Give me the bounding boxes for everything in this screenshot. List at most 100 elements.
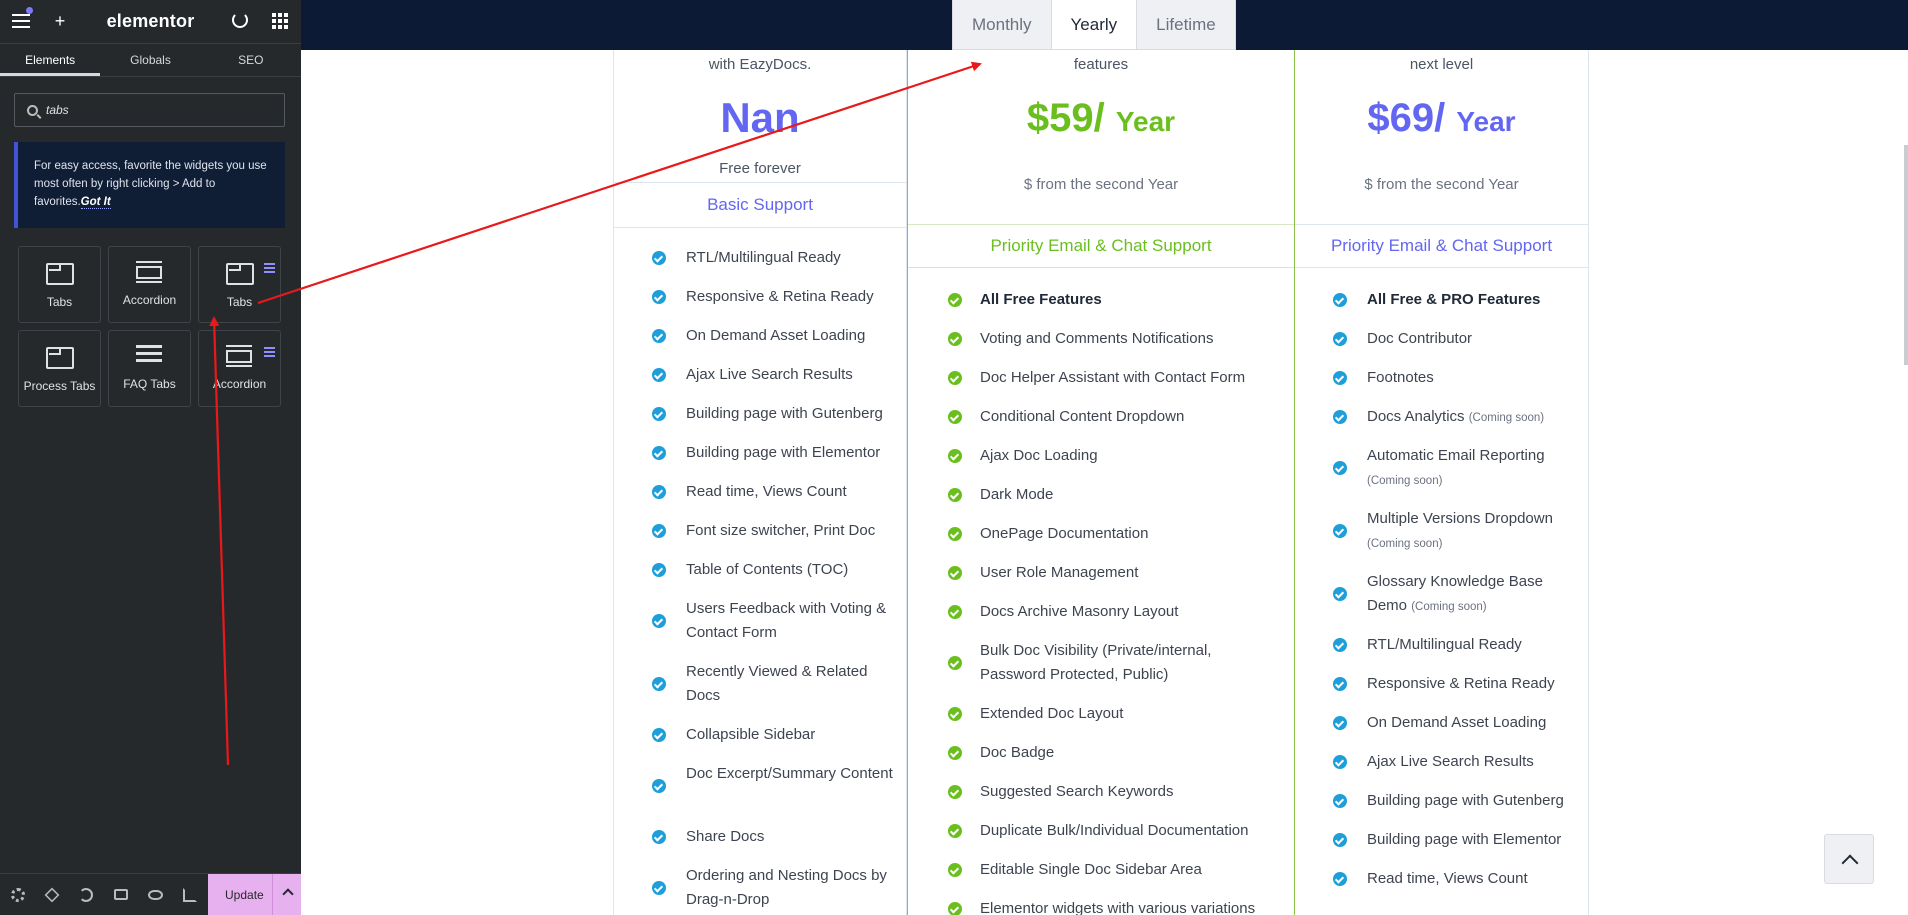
feature-text: Doc Helper Assistant with Contact Form bbox=[980, 369, 1246, 386]
accordion-icon bbox=[135, 261, 164, 283]
feature-item: Multiple Versions Dropdown (Coming soon) bbox=[1333, 507, 1582, 556]
widgets-grid-icon[interactable] bbox=[272, 13, 288, 29]
navigator-icon[interactable] bbox=[44, 887, 60, 903]
widget-search-input[interactable]: tabs bbox=[14, 93, 285, 127]
feature-text: Docs Analytics bbox=[1367, 408, 1465, 425]
feature-item: Ajax Live Search Results bbox=[652, 363, 896, 387]
feature-item: Font size switcher, Print Doc bbox=[652, 519, 896, 543]
check-icon bbox=[652, 446, 666, 460]
feature-item: Doc Badge bbox=[948, 741, 1270, 765]
preview-icon[interactable] bbox=[148, 890, 163, 900]
tab-globals[interactable]: Globals bbox=[130, 53, 171, 67]
check-icon bbox=[652, 779, 666, 793]
check-icon bbox=[1333, 461, 1347, 475]
tab-seo[interactable]: SEO bbox=[238, 53, 264, 67]
history-icon[interactable] bbox=[232, 12, 248, 28]
tab-monthly[interactable]: Monthly bbox=[972, 15, 1032, 34]
check-icon bbox=[948, 902, 962, 915]
update-button[interactable]: Update bbox=[208, 874, 301, 915]
plan-desc: next level bbox=[1409, 56, 1474, 73]
feature-text: Read time, Views Count bbox=[686, 483, 847, 500]
tab-lifetime[interactable]: Lifetime bbox=[1156, 15, 1216, 34]
feature-item: On Demand Asset Loading bbox=[652, 324, 896, 348]
check-icon bbox=[1333, 755, 1347, 769]
chevron-up-icon[interactable] bbox=[282, 888, 294, 900]
widget-accordion-pro[interactable]: Accordion bbox=[198, 330, 281, 407]
feature-text: Collapsible Sidebar bbox=[686, 726, 816, 743]
check-icon bbox=[652, 677, 666, 691]
got-it-link[interactable]: Got It bbox=[80, 196, 111, 209]
check-icon bbox=[948, 863, 962, 877]
notification-dot bbox=[26, 7, 33, 14]
feature-item: Bulk Doc Visibility (Private/internal, P… bbox=[948, 639, 1270, 687]
history-icon[interactable] bbox=[79, 888, 93, 902]
pro-badge-icon bbox=[264, 347, 275, 359]
feature-text: Table of Contents (TOC) bbox=[686, 561, 849, 578]
plan-price: Nan bbox=[614, 94, 906, 142]
check-icon bbox=[652, 329, 666, 343]
external-link-icon[interactable] bbox=[183, 888, 197, 902]
add-element-icon[interactable]: + bbox=[54, 11, 66, 31]
feature-text: Editable Single Doc Sidebar Area bbox=[980, 861, 1202, 878]
scroll-to-top-button[interactable] bbox=[1824, 834, 1874, 884]
feature-item: RTL/Multilingual Ready bbox=[1333, 633, 1582, 657]
feature-item: Collapsible Sidebar bbox=[652, 723, 896, 747]
feature-item: Building page with Gutenberg bbox=[652, 402, 896, 426]
widget-process-tabs[interactable]: Process Tabs bbox=[18, 330, 101, 407]
panel-footer: Update bbox=[0, 873, 301, 915]
check-icon bbox=[948, 332, 962, 346]
search-icon bbox=[27, 104, 38, 116]
feature-item: Docs Analytics (Coming soon) bbox=[1333, 405, 1582, 430]
feature-text: RTL/Multilingual Ready bbox=[1367, 636, 1522, 653]
feature-text: Automatic Email Reporting bbox=[1367, 447, 1545, 464]
favorites-tip: For easy access, favorite the widgets yo… bbox=[14, 142, 285, 228]
feature-item: Conditional Content Dropdown bbox=[948, 405, 1270, 429]
tab-elements[interactable]: Elements bbox=[0, 44, 101, 76]
feature-item: Read time, Views Count bbox=[1333, 867, 1582, 891]
feature-text: Font size switcher, Print Doc bbox=[686, 522, 876, 539]
scrollbar-thumb[interactable] bbox=[1904, 145, 1908, 365]
tip-text: For easy access, favorite the widgets yo… bbox=[34, 160, 267, 208]
widget-faq-tabs[interactable]: FAQ Tabs bbox=[108, 330, 191, 407]
feature-item: Doc Contributor bbox=[1333, 327, 1582, 351]
price-period: Year bbox=[1115, 106, 1176, 137]
feature-text: Read time, Views Count bbox=[1367, 870, 1528, 887]
feature-text: On Demand Asset Loading bbox=[1367, 714, 1547, 731]
check-icon bbox=[652, 407, 666, 421]
coming-soon-note: (Coming soon) bbox=[1468, 412, 1545, 424]
feature-item: All Free & PRO Features bbox=[1333, 288, 1582, 312]
tab-yearly[interactable]: Yearly bbox=[1050, 0, 1138, 49]
feature-item: RTL/Multilingual Ready bbox=[652, 246, 896, 270]
plan-desc: with EazyDocs. bbox=[708, 56, 812, 73]
plan-price: $59/ Year bbox=[908, 96, 1294, 141]
check-icon bbox=[1333, 716, 1347, 730]
feature-text: Extended Doc Layout bbox=[980, 705, 1124, 722]
support-level: Priority Email & Chat Support bbox=[908, 224, 1294, 268]
billing-toggle: Monthly Yearly Lifetime bbox=[952, 0, 1236, 50]
settings-icon[interactable] bbox=[11, 888, 25, 902]
widget-label: Process Tabs bbox=[23, 379, 96, 393]
menu-icon[interactable] bbox=[12, 14, 30, 28]
feature-item: OnePage Documentation bbox=[948, 522, 1270, 546]
price-amount: $59/ bbox=[1026, 96, 1105, 140]
feature-item: On Demand Asset Loading bbox=[1333, 711, 1582, 735]
feature-item: Elementor widgets with various variation… bbox=[948, 897, 1270, 915]
feature-text: Building page with Elementor bbox=[686, 444, 881, 461]
feature-text: All Free Features bbox=[980, 291, 1102, 308]
feature-item: Table of Contents (TOC) bbox=[652, 558, 896, 582]
check-icon bbox=[652, 524, 666, 538]
tabs-icon bbox=[225, 263, 254, 285]
feature-item: User Role Management bbox=[948, 561, 1270, 585]
responsive-mode-icon[interactable] bbox=[114, 889, 128, 900]
feature-text: Dark Mode bbox=[980, 486, 1054, 503]
plan-sub: $ from the second Year bbox=[1364, 176, 1519, 193]
check-icon bbox=[1333, 524, 1347, 538]
feature-item: Duplicate Bulk/Individual Documentation bbox=[948, 819, 1270, 843]
widget-tabs[interactable]: Tabs bbox=[18, 246, 101, 323]
feature-item: Building page with Gutenberg bbox=[1333, 789, 1582, 813]
widget-tabs-pro[interactable]: Tabs bbox=[198, 246, 281, 323]
widget-accordion[interactable]: Accordion bbox=[108, 246, 191, 323]
feature-text: User Role Management bbox=[980, 564, 1139, 581]
feature-item: Doc Helper Assistant with Contact Form bbox=[948, 366, 1270, 390]
check-icon bbox=[1333, 410, 1347, 424]
